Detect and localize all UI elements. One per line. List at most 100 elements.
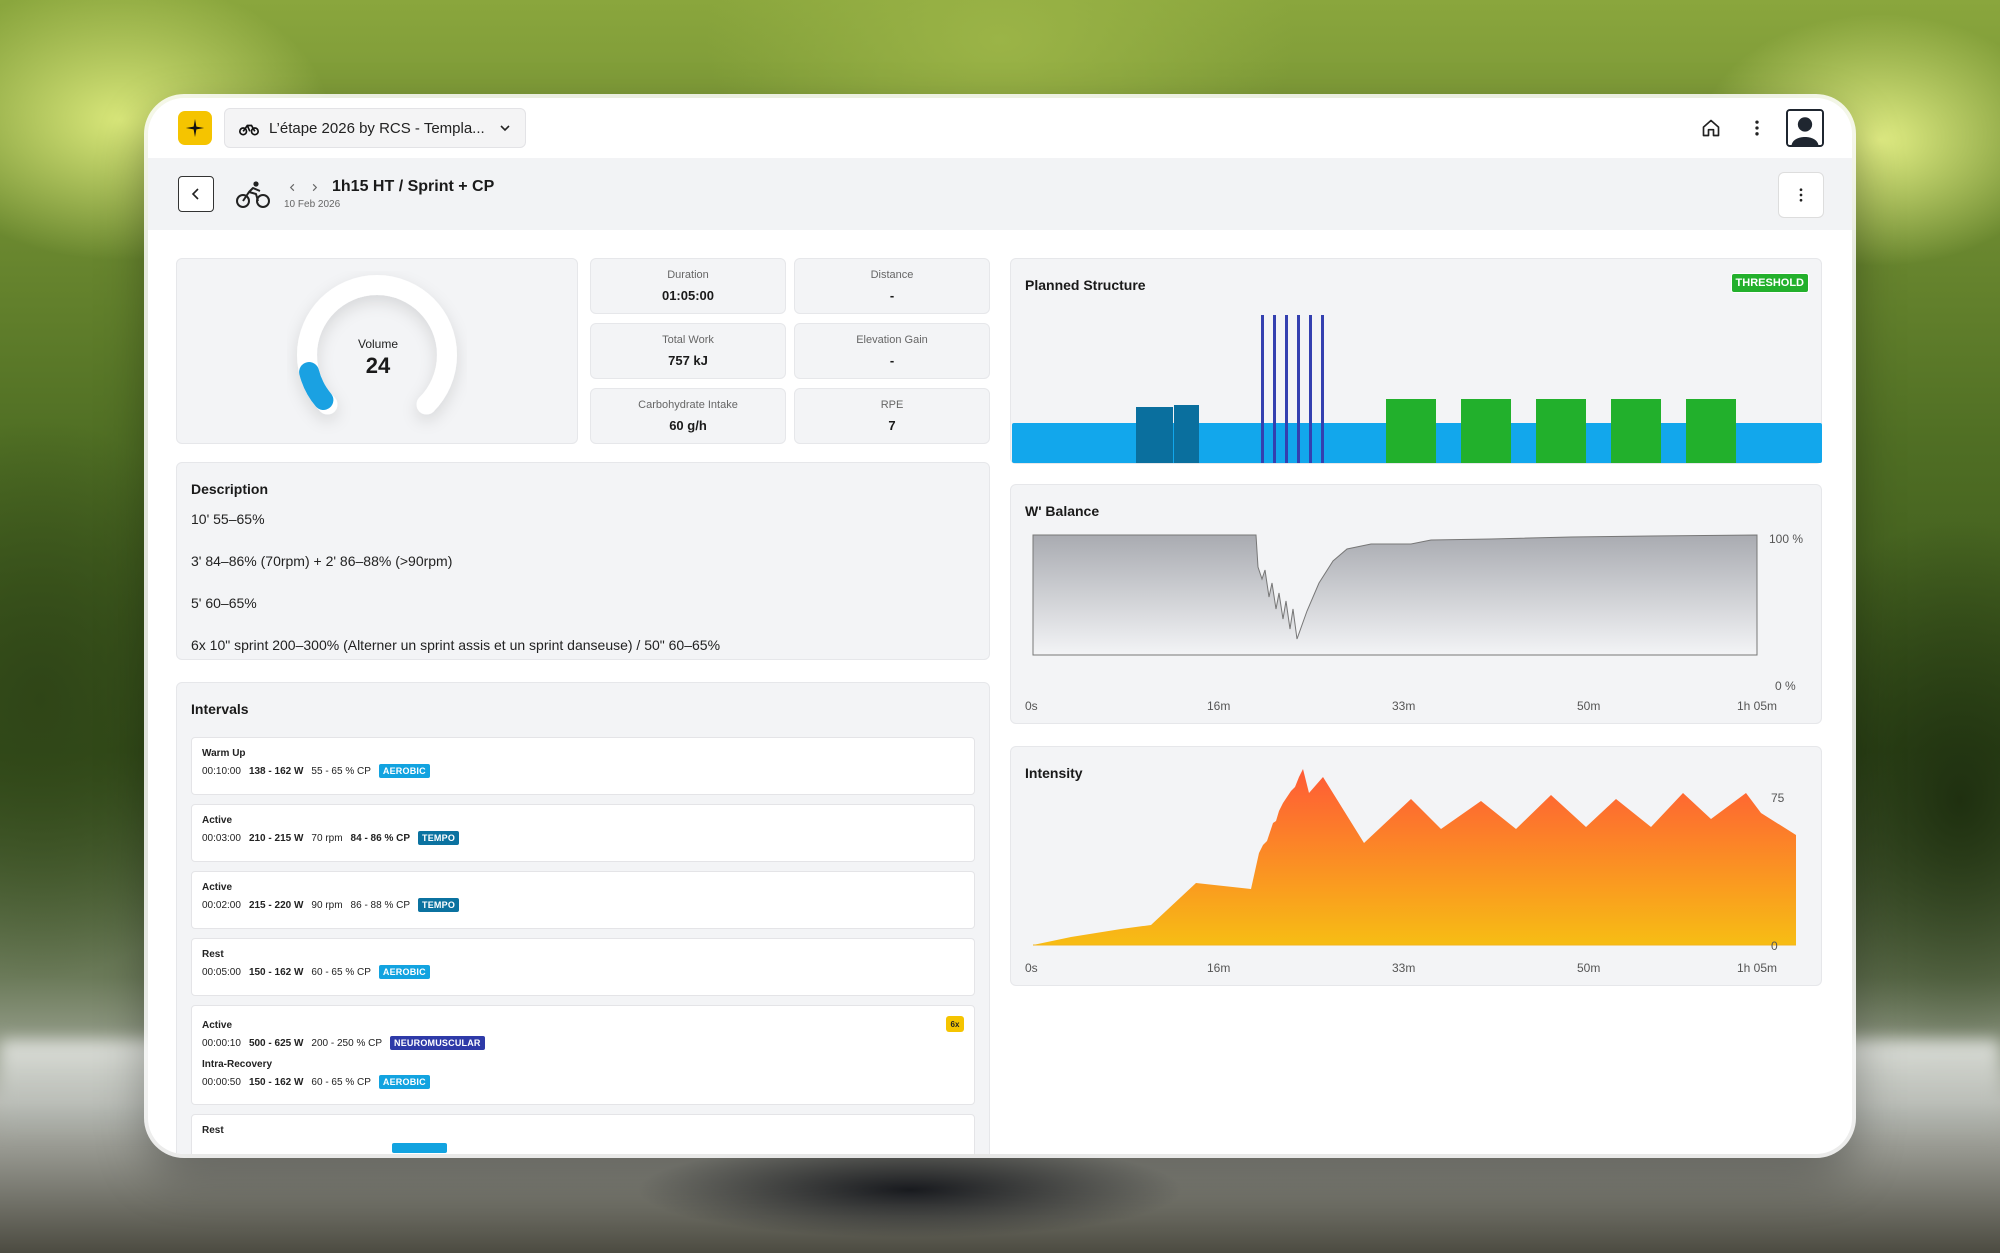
description-line: 10' 55–65% xyxy=(191,511,265,527)
x-tick: 0s xyxy=(1025,961,1038,975)
zone-badge: TEMPO xyxy=(418,898,460,912)
interval-cp: 84 - 86 % CP xyxy=(350,832,411,844)
interval-power: 210 - 215 W xyxy=(248,832,304,844)
metric-value: - xyxy=(889,288,895,303)
top-bar: L’étape 2026 by RCS - Templa... xyxy=(148,98,1852,158)
w-balance-title: W' Balance xyxy=(1025,503,1100,519)
more-vertical-icon xyxy=(1799,188,1803,202)
structure-sprint xyxy=(1261,315,1264,463)
x-tick: 16m xyxy=(1207,961,1230,975)
metric-value: 757 kJ xyxy=(668,353,708,368)
interval-time: 00:00:50 xyxy=(202,1076,241,1088)
metric-carbohydrate-intake: Carbohydrate Intake 60 g/h xyxy=(590,388,786,444)
interval-time: 00:00:10 xyxy=(202,1037,241,1049)
interval-item[interactable]: Active 00:02:00 215 - 220 W 90 rpm 86 - … xyxy=(191,871,975,929)
planned-structure-card: Planned Structure THRESHOLD xyxy=(1010,258,1822,464)
structure-block-tempo xyxy=(1136,407,1173,463)
more-vertical-icon[interactable] xyxy=(1740,111,1774,145)
metric-distance: Distance - xyxy=(794,258,990,314)
workout-header: 1h15 HT / Sprint + CP 10 Feb 2026 xyxy=(148,158,1852,230)
back-button[interactable] xyxy=(178,176,214,212)
structure-sprint xyxy=(1321,315,1324,463)
background-rider xyxy=(560,1150,1260,1253)
interval-item[interactable]: Active 00:03:00 210 - 215 W 70 rpm 84 - … xyxy=(191,804,975,862)
volume-gauge xyxy=(297,275,457,415)
zone-badge: TEMPO xyxy=(418,831,460,845)
next-workout-icon[interactable] xyxy=(306,179,322,195)
interval-time: 00:02:00 xyxy=(202,899,241,911)
intervals-card[interactable]: Intervals Warm Up 00:10:00 138 - 162 W 5… xyxy=(176,682,990,1154)
metric-label: Duration xyxy=(667,269,709,281)
intensity-chart: 75 0 0s 16m 33m 50m 1h 05m xyxy=(1025,769,1796,975)
metric-elevation-gain: Elevation Gain - xyxy=(794,323,990,379)
volume-gauge-card: Volume 24 xyxy=(176,258,578,444)
repeat-badge: 6x xyxy=(946,1016,964,1032)
plan-selector-label: L’étape 2026 by RCS - Templa... xyxy=(269,119,485,137)
description-text: 10' 55–65% 3' 84–86% (70rpm) + 2' 86–88%… xyxy=(191,511,720,659)
workout-content: Volume 24 Duration 01:05:00 Distance - T… xyxy=(148,230,1852,1154)
interval-type: Warm Up xyxy=(202,748,246,759)
metric-total-work: Total Work 757 kJ xyxy=(590,323,786,379)
interval-type: Active xyxy=(202,1020,233,1031)
intensity-card: Intensity 75 0 0s 16m 33m 50m 1h 05m xyxy=(1010,746,1822,986)
metric-duration: Duration 01:05:00 xyxy=(590,258,786,314)
interval-power: 500 - 625 W xyxy=(248,1037,304,1049)
description-title: Description xyxy=(191,481,269,497)
description-line: 5' 60–65% xyxy=(191,595,257,611)
chevron-left-icon xyxy=(191,188,199,200)
x-tick: 33m xyxy=(1392,961,1415,975)
w-balance-y-bottom: 0 % xyxy=(1775,679,1796,693)
interval-item[interactable]: Rest xyxy=(191,1114,975,1154)
interval-item[interactable]: Rest 00:05:00 150 - 162 W 60 - 65 % CP A… xyxy=(191,938,975,996)
plus-logo-icon[interactable] xyxy=(178,111,212,145)
interval-power: 215 - 220 W xyxy=(248,899,304,911)
x-tick: 16m xyxy=(1207,699,1230,713)
interval-item[interactable]: Warm Up 00:10:00 138 - 162 W 55 - 65 % C… xyxy=(191,737,975,795)
user-avatar-icon[interactable] xyxy=(1786,109,1824,147)
plan-selector[interactable]: L’étape 2026 by RCS - Templa... xyxy=(224,108,526,148)
interval-item-repeat[interactable]: 6x Active 00:00:10 500 - 625 W 200 - 250… xyxy=(191,1005,975,1105)
workout-title-block: 1h15 HT / Sprint + CP 10 Feb 2026 xyxy=(284,178,494,210)
metric-value: 01:05:00 xyxy=(661,288,715,303)
structure-sprint xyxy=(1285,315,1288,463)
interval-time: 00:10:00 xyxy=(202,765,241,777)
metric-label: Carbohydrate Intake xyxy=(638,399,738,411)
chevron-down-icon xyxy=(500,125,510,132)
metric-label: Elevation Gain xyxy=(856,334,928,346)
interval-type: Rest xyxy=(202,1125,224,1136)
structure-sprint xyxy=(1273,315,1276,463)
metric-label: RPE xyxy=(880,399,904,411)
w-balance-chart: 100 % 0 % 0s 16m 33m 50m 1h 05m xyxy=(1025,532,1803,713)
structure-threshold-blocks xyxy=(1386,399,1736,463)
gauge-fill xyxy=(299,362,334,410)
zone-badge: AEROBIC xyxy=(378,1075,430,1089)
metric-label: Distance xyxy=(870,269,914,281)
x-tick: 0s xyxy=(1025,699,1038,713)
structure-sprints xyxy=(1261,315,1324,463)
w-balance-area xyxy=(1032,534,1758,656)
description-card[interactable]: Description 10' 55–65% 3' 84–86% (70rpm)… xyxy=(176,462,990,660)
interval-power: 150 - 162 W xyxy=(248,966,304,978)
threshold-badge: THRESHOLD xyxy=(1730,273,1809,293)
x-tick: 1h 05m xyxy=(1737,961,1777,975)
planned-structure-title: Planned Structure xyxy=(1025,277,1146,293)
structure-block-threshold xyxy=(1461,399,1511,463)
home-icon[interactable] xyxy=(1694,111,1728,145)
workout-more-button[interactable] xyxy=(1778,172,1824,218)
interval-time: 00:03:00 xyxy=(202,832,241,844)
intensity-area xyxy=(1033,769,1796,945)
interval-type: Intra-Recovery xyxy=(202,1059,273,1070)
interval-cadence: 90 rpm xyxy=(311,899,343,911)
structure-sprint xyxy=(1309,315,1312,463)
interval-power: 138 - 162 W xyxy=(248,765,304,777)
zone-badge: NEUROMUSCULAR xyxy=(390,1036,485,1050)
interval-cp: 60 - 65 % CP xyxy=(311,1076,371,1088)
metric-label: Total Work xyxy=(662,334,714,346)
structure-block-threshold xyxy=(1386,399,1436,463)
previous-workout-icon[interactable] xyxy=(284,179,300,195)
interval-cp: 200 - 250 % CP xyxy=(311,1037,383,1049)
app-window: L’étape 2026 by RCS - Templa... xyxy=(148,98,1852,1154)
structure-sprint xyxy=(1297,315,1300,463)
description-line: 3' 84–86% (70rpm) + 2' 86–88% (>90rpm) xyxy=(191,553,453,569)
x-tick: 50m xyxy=(1577,961,1600,975)
